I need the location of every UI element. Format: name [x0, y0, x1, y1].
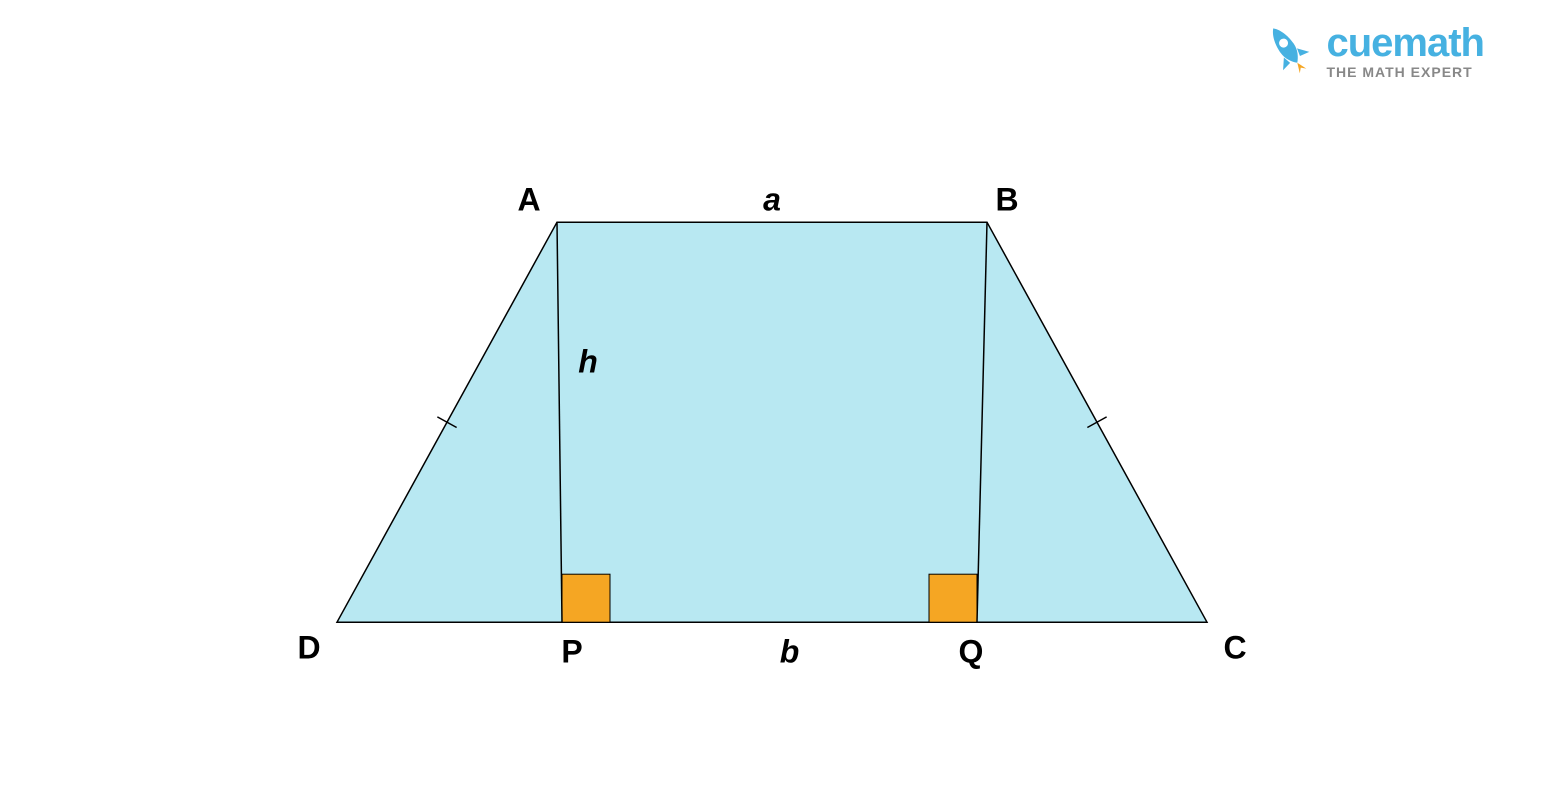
vertex-label-B: B: [995, 181, 1018, 218]
vertex-label-P: P: [561, 633, 582, 670]
vertex-label-C: C: [1223, 629, 1246, 666]
vertex-label-Q: Q: [959, 633, 984, 670]
logo-tagline: THE MATH EXPERT: [1327, 65, 1485, 79]
trapezoid-diagram: A B C D P Q a b h: [277, 162, 1277, 692]
rocket-icon: [1259, 20, 1315, 81]
logo-brand-text: cuemath: [1327, 23, 1485, 63]
vertex-label-A: A: [517, 181, 540, 218]
brand-logo: cuemath THE MATH EXPERT: [1259, 20, 1485, 81]
edge-label-bottom: b: [780, 633, 800, 670]
vertex-label-D: D: [297, 629, 320, 666]
trapezoid-svg: [277, 162, 1277, 692]
logo-text: cuemath THE MATH EXPERT: [1327, 23, 1485, 79]
edge-label-height: h: [578, 343, 598, 380]
edge-label-top: a: [763, 181, 781, 218]
